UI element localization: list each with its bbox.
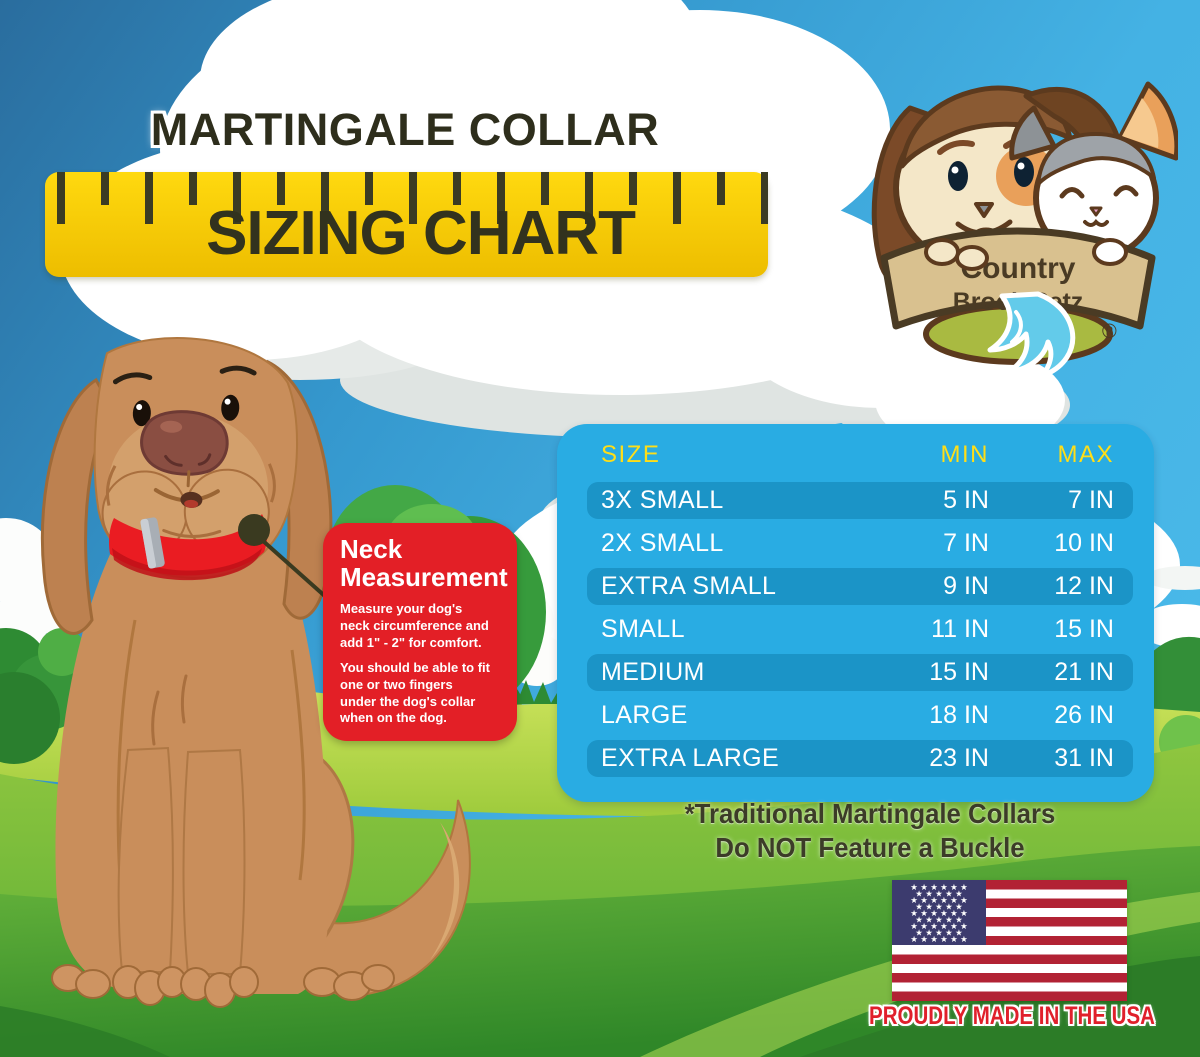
callout-body: Measure your dog's neck circumference an… — [340, 601, 490, 726]
table-row: 2X SMALL 7 IN 10 IN — [601, 529, 1114, 557]
dog-collar — [109, 514, 268, 581]
svg-text:★ ★ ★ ★ ★: ★ ★ ★ ★ ★ — [915, 902, 963, 912]
made-in-usa-label: PROUDLY MADE IN THE USA — [869, 1002, 1155, 1030]
table-row: SMALL 11 IN 15 IN — [601, 615, 1114, 643]
table-row: LARGE 18 IN 26 IN — [601, 701, 1114, 729]
column-header-min: MIN — [940, 441, 989, 468]
svg-text:★ ★ ★ ★ ★ ★: ★ ★ ★ ★ ★ ★ — [910, 895, 968, 905]
svg-text:★ ★ ★ ★ ★: ★ ★ ★ ★ ★ — [915, 889, 963, 899]
svg-text:★ ★ ★ ★ ★ ★: ★ ★ ★ ★ ★ ★ — [910, 908, 968, 918]
flag-stars: ★ ★ ★ ★ ★ ★ ★ ★ ★ ★ ★ ★ ★ ★ ★ ★ ★ ★ ★ ★ … — [910, 882, 968, 944]
size-chart-panel: SIZE MIN MAX 3X SMALL 5 IN 7 IN 2X SMALL… — [557, 424, 1154, 802]
table-row: 3X SMALL 5 IN 7 IN — [587, 482, 1133, 519]
svg-text:★ ★ ★ ★ ★ ★: ★ ★ ★ ★ ★ ★ — [910, 934, 968, 944]
svg-text:★ ★ ★ ★ ★: ★ ★ ★ ★ ★ — [915, 928, 963, 938]
flag-canton: ★ ★ ★ ★ ★ ★ ★ ★ ★ ★ ★ ★ ★ ★ ★ ★ ★ ★ ★ ★ … — [892, 880, 986, 945]
ruler-banner: SIZING CHART — [45, 172, 768, 277]
table-header-row: SIZE MIN MAX — [587, 435, 1133, 475]
sizing-chart-title: SIZING CHART — [206, 199, 636, 268]
meadow-dark-left — [0, 1006, 170, 1057]
callout-heading: Neck Measurement — [340, 534, 508, 592]
registered-mark: ® — [1102, 321, 1117, 343]
collar-buckle — [140, 517, 165, 569]
cloud-large — [60, 0, 1070, 452]
logo-paws — [924, 238, 1128, 271]
neck-measurement-callout: Neck Measurement Measure your dog's neck… — [323, 523, 517, 742]
dog-paws — [51, 964, 395, 1008]
logo-waterfall — [987, 291, 1076, 376]
svg-text:★ ★ ★ ★ ★: ★ ★ ★ ★ ★ — [915, 915, 963, 925]
dog-illustration — [40, 337, 471, 1008]
table-row: MEDIUM 15 IN 21 IN — [587, 654, 1133, 691]
page-title: MARTINGALE COLLAR — [150, 104, 660, 155]
buckle-footnote: *Traditional Martingale Collars Do NOT F… — [684, 798, 1056, 863]
table-row: EXTRA SMALL 9 IN 12 IN — [587, 568, 1133, 605]
country-brook-petz-logo: Country Brook Petz ® — [871, 81, 1178, 376]
us-flag: ★ ★ ★ ★ ★ ★ ★ ★ ★ ★ ★ ★ ★ ★ ★ ★ ★ ★ ★ ★ … — [892, 880, 1127, 1001]
svg-text:★ ★ ★ ★ ★ ★: ★ ★ ★ ★ ★ ★ — [910, 882, 968, 892]
column-header-size: SIZE — [601, 441, 661, 468]
column-header-max: MAX — [1057, 441, 1114, 468]
svg-text:★ ★ ★ ★ ★ ★: ★ ★ ★ ★ ★ ★ — [910, 921, 968, 931]
table-row: EXTRA LARGE 23 IN 31 IN — [587, 740, 1133, 777]
